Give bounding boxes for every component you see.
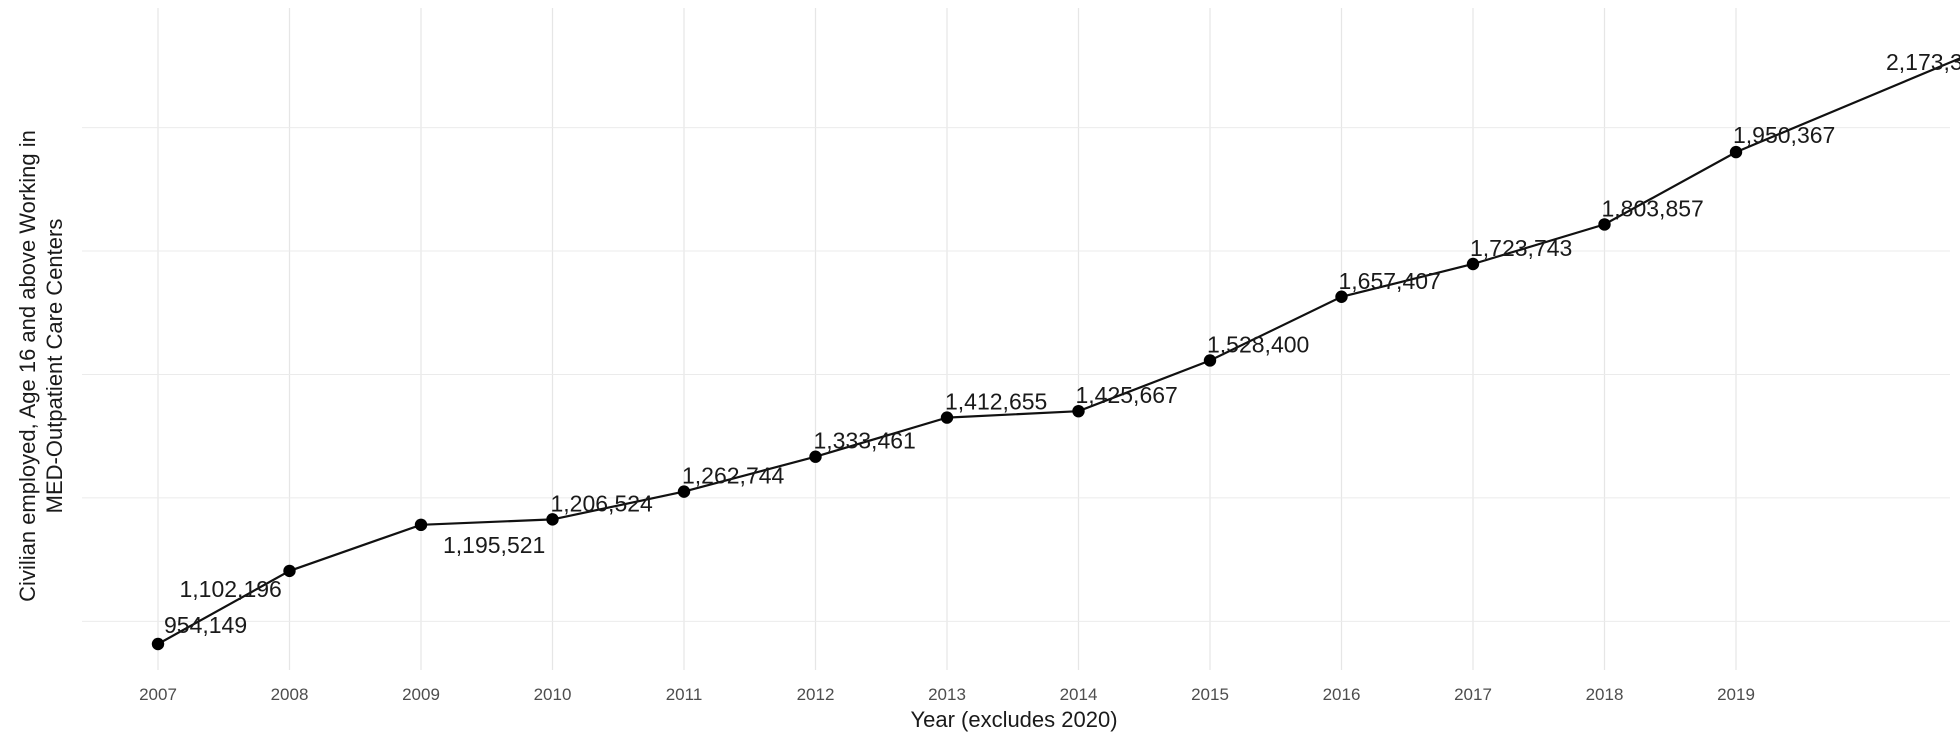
gridlines bbox=[82, 8, 1950, 670]
data-label: 1,950,367 bbox=[1733, 122, 1835, 148]
data-label: 954,149 bbox=[164, 612, 247, 638]
x-axis-title: Year (excludes 2020) bbox=[910, 707, 1117, 732]
x-tick-label: 2017 bbox=[1454, 685, 1492, 704]
data-point bbox=[1729, 145, 1743, 159]
y-axis-title: Civilian employed, Age 16 and above Work… bbox=[15, 130, 67, 602]
data-label: 1,195,521 bbox=[443, 532, 545, 558]
data-label: 1,412,655 bbox=[945, 389, 1047, 415]
y-axis-title-line-1: Civilian employed, Age 16 and above Work… bbox=[15, 130, 40, 602]
series-line bbox=[157, 57, 1960, 645]
data-point bbox=[1466, 257, 1480, 271]
data-label: 1,723,743 bbox=[1470, 235, 1572, 261]
x-tick-label: 2010 bbox=[534, 685, 572, 704]
data-label: 1,206,524 bbox=[551, 490, 654, 516]
x-tick-label: 2013 bbox=[928, 685, 966, 704]
data-points bbox=[151, 145, 1743, 651]
x-tick-label: 2011 bbox=[666, 685, 703, 704]
x-tick-label: 2009 bbox=[402, 685, 440, 704]
data-point bbox=[1598, 218, 1611, 231]
data-point bbox=[809, 450, 822, 463]
data-point bbox=[283, 564, 296, 578]
data-point bbox=[151, 637, 165, 651]
y-axis-title-line-2: MED-Outpatient Care Centers bbox=[42, 219, 67, 514]
x-tick-labels: 2007 2008 2009 2010 2011 2012 2013 2014 2015 2016… bbox=[139, 685, 1755, 704]
data-label: 1,528,400 bbox=[1207, 331, 1309, 357]
data-label: 1,803,857 bbox=[1602, 195, 1704, 221]
data-point bbox=[414, 518, 428, 532]
data-label: 1,657,407 bbox=[1339, 268, 1441, 294]
data-point bbox=[546, 513, 559, 526]
x-tick-label: 2008 bbox=[271, 685, 309, 704]
x-tick-label: 2018 bbox=[1586, 685, 1624, 704]
data-label: 1,333,461 bbox=[814, 428, 916, 454]
data-label: 2,173,354 bbox=[1886, 49, 1960, 75]
x-tick-label: 2007 bbox=[139, 685, 177, 704]
data-label: 1,102,196 bbox=[180, 576, 282, 602]
data-point bbox=[1072, 404, 1085, 418]
data-label: 1,262,744 bbox=[682, 463, 785, 489]
x-tick-label: 2014 bbox=[1060, 685, 1098, 704]
data-point bbox=[940, 411, 954, 424]
data-point bbox=[1335, 290, 1348, 303]
data-point bbox=[677, 485, 691, 498]
x-tick-label: 2012 bbox=[797, 685, 835, 704]
x-tick-label: 2015 bbox=[1191, 685, 1229, 704]
x-tick-label: 2019 bbox=[1717, 685, 1755, 704]
data-label: 1,425,667 bbox=[1076, 382, 1178, 408]
x-tick-label: 2016 bbox=[1323, 685, 1361, 704]
data-point bbox=[1203, 354, 1217, 367]
